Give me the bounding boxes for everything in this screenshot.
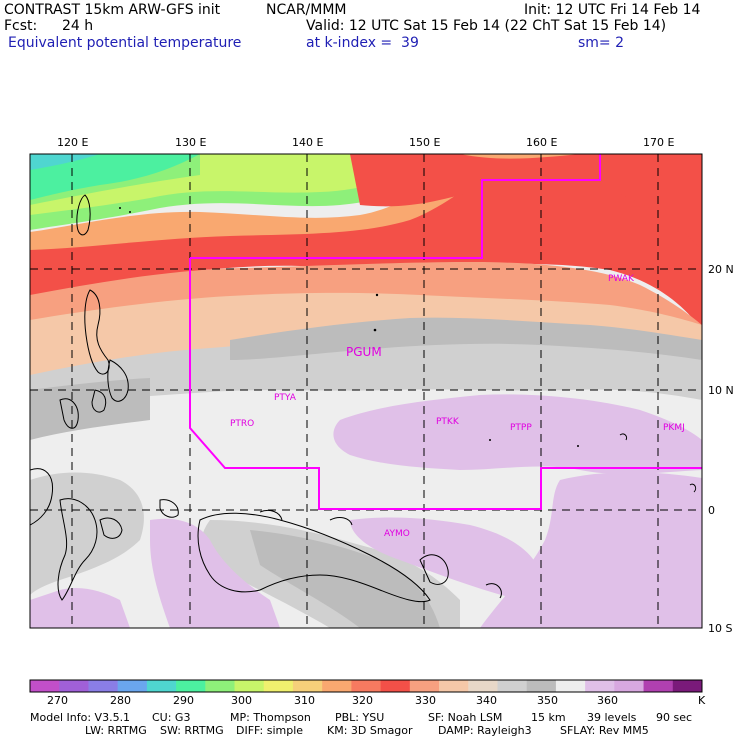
footer-item: DAMP: Rayleigh3 bbox=[438, 724, 532, 737]
colorbar-tick: 350 bbox=[537, 694, 558, 707]
footer-item: CU: G3 bbox=[152, 711, 191, 724]
colorbar-swatch bbox=[614, 680, 645, 692]
map-frame bbox=[29, 153, 703, 629]
colorbar-unit: K bbox=[698, 694, 706, 707]
station-label: PGUM bbox=[346, 345, 382, 359]
colorbar-tick: 300 bbox=[231, 694, 252, 707]
colorbar-tick: 340 bbox=[476, 694, 497, 707]
region-boundary-south bbox=[189, 258, 702, 510]
colorbar-swatch bbox=[439, 680, 469, 692]
footer-item: SFLAY: Rev MM5 bbox=[560, 724, 649, 737]
equivalent-potential-temperature-field bbox=[30, 154, 702, 628]
station-label: AYMO bbox=[384, 529, 410, 539]
colorbar-swatch bbox=[292, 680, 323, 692]
lat-label: 0 bbox=[708, 504, 715, 517]
colorbar-tick: 320 bbox=[352, 694, 373, 707]
colorbar-swatch bbox=[59, 680, 89, 692]
colorbar-swatch bbox=[263, 680, 294, 692]
footer-item: SF: Noah LSM bbox=[428, 711, 503, 724]
fcst-label: Fcst: bbox=[4, 18, 38, 34]
colorbar-swatch bbox=[497, 680, 528, 692]
fcst-value: 24 h bbox=[62, 18, 94, 34]
colorbar-tick: 360 bbox=[597, 694, 618, 707]
colorbar-swatch bbox=[322, 680, 352, 692]
model-title: CONTRAST 15km ARW-GFS init bbox=[4, 2, 221, 18]
colorbar-swatch bbox=[380, 680, 411, 692]
station-label: PTRO bbox=[230, 419, 255, 429]
colorbar-swatch bbox=[409, 680, 440, 692]
footer-item: 15 km bbox=[531, 711, 566, 724]
colorbar-tick: 290 bbox=[173, 694, 194, 707]
footer-item: PBL: YSU bbox=[335, 711, 385, 724]
colorbar-swatch bbox=[205, 680, 236, 692]
lat-label: 10 S bbox=[708, 622, 733, 635]
lon-label: 120 E bbox=[57, 136, 89, 149]
region-boundary bbox=[190, 154, 601, 259]
lon-label: 140 E bbox=[292, 136, 324, 149]
footer-item: DIFF: simple bbox=[236, 724, 304, 737]
colorbar bbox=[30, 680, 703, 692]
station-label: PTPP bbox=[510, 423, 532, 433]
smoothing-info: sm= 2 bbox=[578, 35, 625, 51]
lon-label: 160 E bbox=[526, 136, 558, 149]
init-time: Init: 12 UTC Fri 14 Feb 14 bbox=[524, 2, 701, 18]
station-label: PTYA bbox=[274, 393, 296, 403]
field-name: Equivalent potential temperature bbox=[8, 35, 242, 51]
colorbar-swatch bbox=[146, 680, 177, 692]
footer-item: Model Info: V3.5.1 bbox=[30, 711, 131, 724]
colorbar-swatch bbox=[526, 680, 557, 692]
colorbar-tick: 330 bbox=[415, 694, 436, 707]
colorbar-swatch bbox=[585, 680, 615, 692]
station-label: PKMJ bbox=[663, 423, 685, 433]
footer-item: MP: Thompson bbox=[230, 711, 311, 724]
colorbar-swatch bbox=[672, 680, 703, 692]
lat-label: 20 N bbox=[708, 263, 734, 276]
lon-label: 170 E bbox=[643, 136, 675, 149]
colorbar-swatch bbox=[234, 680, 265, 692]
footer-item: LW: RRTMG bbox=[85, 724, 147, 737]
colorbar-tick: 310 bbox=[294, 694, 315, 707]
colorbar-swatch bbox=[30, 680, 60, 692]
colorbar-swatch bbox=[176, 680, 206, 692]
colorbar-tick: 270 bbox=[47, 694, 68, 707]
colorbar-swatch bbox=[643, 680, 674, 692]
colorbar-swatch bbox=[88, 680, 119, 692]
lon-label: 130 E bbox=[175, 136, 207, 149]
colorbar-swatch bbox=[555, 680, 586, 692]
footer-item: KM: 3D Smagor bbox=[327, 724, 413, 737]
footer-item: 39 levels bbox=[587, 711, 637, 724]
valid-time: Valid: 12 UTC Sat 15 Feb 14 (22 ChT Sat … bbox=[306, 18, 667, 34]
footer-item: 90 sec bbox=[656, 711, 693, 724]
lon-label: 150 E bbox=[409, 136, 441, 149]
colorbar-swatch bbox=[117, 680, 148, 692]
colorbar-swatch bbox=[468, 680, 498, 692]
footer-item: SW: RRTMG bbox=[160, 724, 224, 737]
colorbar-tick: 280 bbox=[110, 694, 131, 707]
level-info: at k-index = 39 bbox=[306, 35, 419, 51]
lat-label: 10 N bbox=[708, 384, 734, 397]
colorbar-frame bbox=[29, 679, 703, 693]
station-label: PTKK bbox=[436, 417, 459, 427]
colorbar-swatch bbox=[351, 680, 382, 692]
station-label: PWAK bbox=[608, 274, 634, 284]
org-label: NCAR/MMM bbox=[266, 2, 347, 18]
